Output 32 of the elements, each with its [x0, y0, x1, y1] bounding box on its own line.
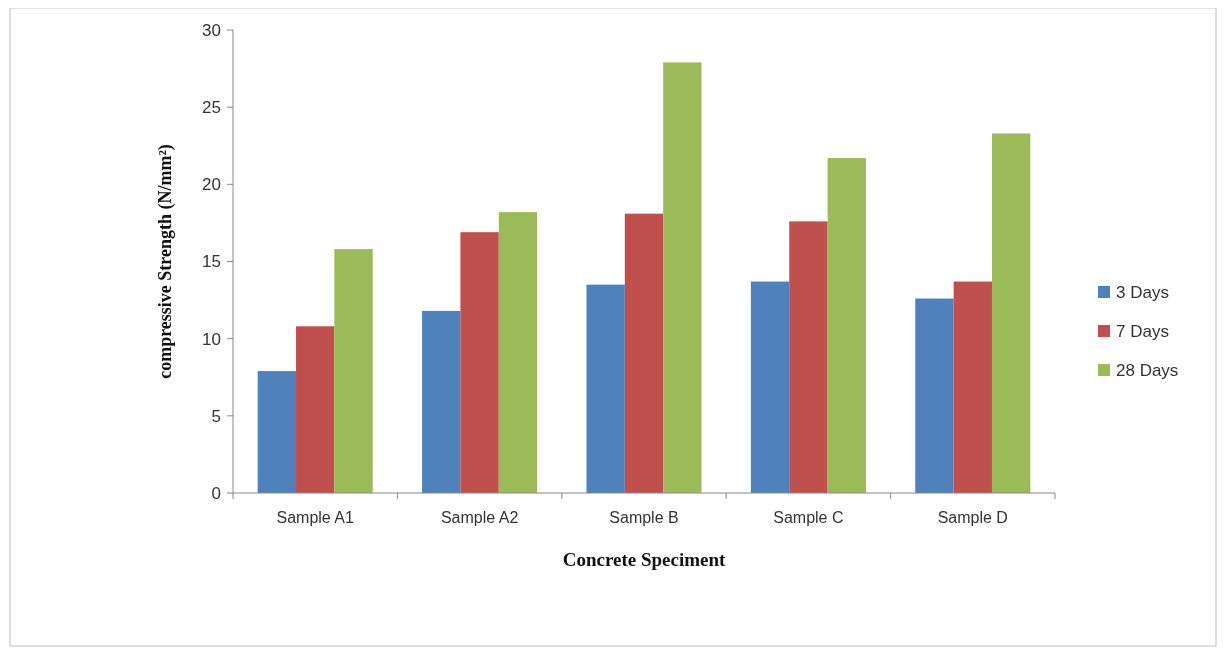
bar: [460, 232, 499, 493]
bar: [663, 62, 702, 493]
x-tick-label: Sample C: [773, 509, 844, 526]
y-tick-label: 0: [211, 483, 221, 503]
legend-label: 3 Days: [1116, 282, 1169, 302]
bar: [586, 284, 625, 493]
bar: [750, 281, 790, 493]
bar: [827, 158, 866, 493]
legend-label: 7 Days: [1116, 321, 1169, 341]
y-tick-label: 20: [202, 175, 221, 195]
x-tick-label: Sample A1: [276, 509, 354, 526]
bar: [991, 133, 1031, 493]
bar: [422, 310, 461, 493]
bar: [915, 298, 954, 493]
legend-label: 28 Days: [1116, 360, 1179, 380]
bar: [498, 212, 538, 493]
bar: [296, 326, 335, 493]
bar: [953, 281, 992, 493]
y-tick-label: 15: [202, 252, 221, 272]
y-tick-label: 10: [202, 329, 221, 349]
bar: [257, 371, 297, 493]
x-tick-label: Sample D: [937, 509, 1008, 526]
y-tick-label: 30: [202, 20, 221, 40]
x-tick-label: Sample B: [609, 509, 679, 526]
y-tick-label: 5: [211, 406, 221, 426]
bar: [624, 213, 664, 493]
bar: [789, 221, 828, 493]
x-tick-label: Sample A2: [440, 509, 519, 526]
y-axis-title: compressive Strength (N/mm²): [155, 144, 176, 379]
bar: [334, 249, 373, 493]
y-tick-label: 25: [202, 98, 221, 118]
x-axis-title: Concrete Speciment: [562, 549, 727, 570]
